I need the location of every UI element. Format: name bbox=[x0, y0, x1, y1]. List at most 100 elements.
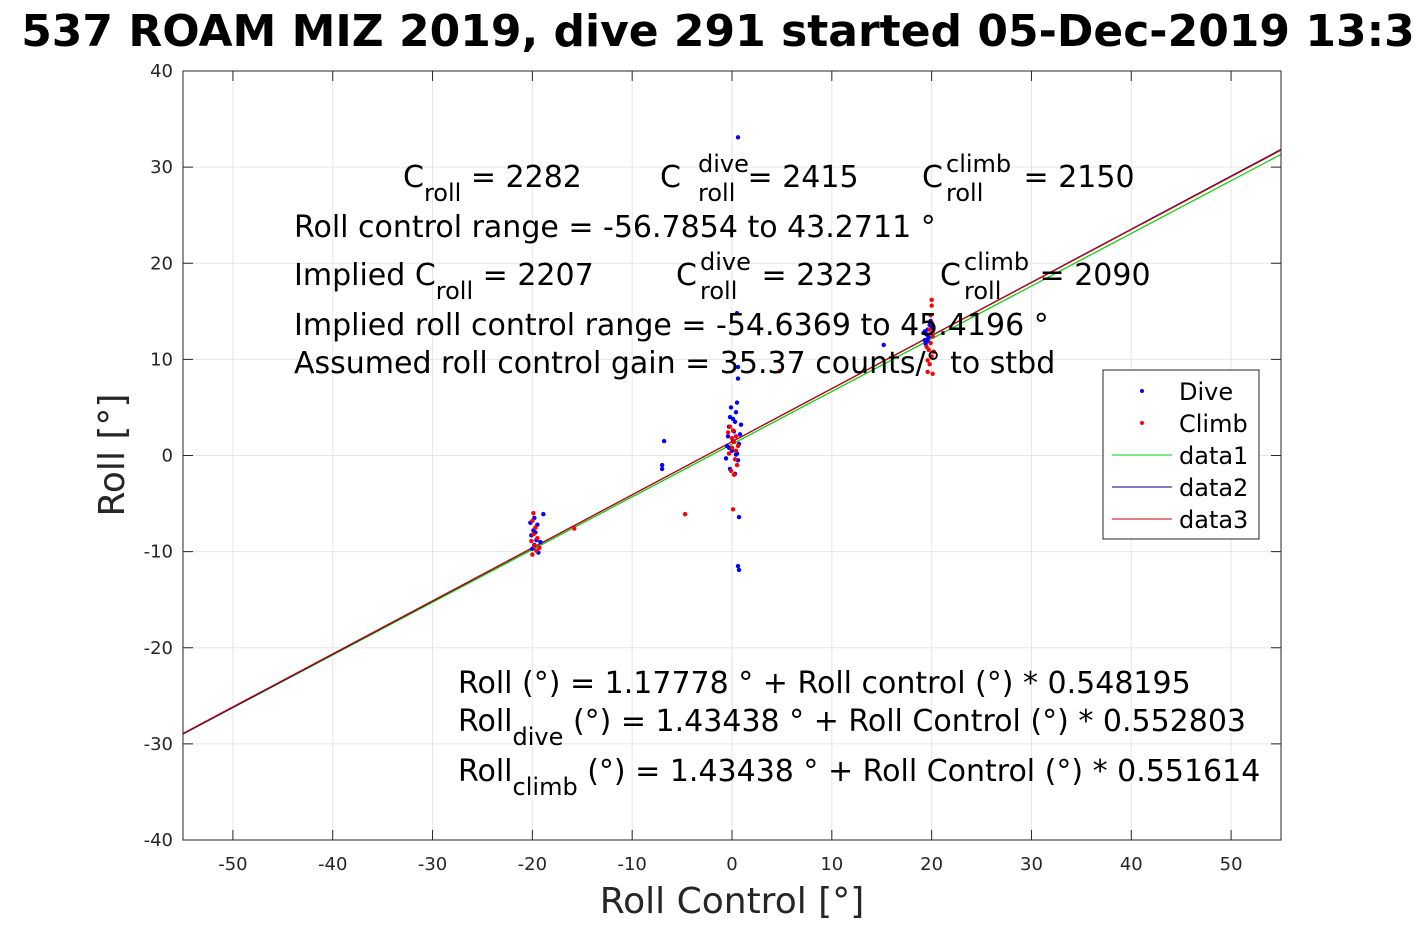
point-climb bbox=[534, 548, 539, 553]
point-climb bbox=[531, 532, 536, 537]
point-climb bbox=[727, 424, 733, 429]
point-climb bbox=[733, 448, 739, 453]
point-climb bbox=[733, 434, 739, 439]
point-dive bbox=[735, 563, 741, 569]
annotation-fit-dive: Rolldive (°) = 1.43438 ° + Roll Control … bbox=[458, 704, 1246, 751]
point-climb bbox=[735, 443, 741, 449]
point-dive bbox=[723, 456, 729, 461]
point-climb bbox=[535, 535, 540, 541]
x-tick-label: -20 bbox=[518, 854, 547, 875]
point-climb bbox=[725, 430, 731, 435]
chart-title: 537 ROAM MIZ 2019, dive 291 started 05-D… bbox=[21, 6, 1415, 57]
point-climb bbox=[682, 511, 688, 517]
point-climb bbox=[927, 327, 932, 332]
point-dive bbox=[735, 376, 741, 381]
point-climb bbox=[533, 525, 538, 530]
point-climb bbox=[927, 361, 932, 367]
legend-marker-dive bbox=[1140, 389, 1144, 393]
x-axis-label: Roll Control [°] bbox=[600, 881, 865, 922]
point-climb bbox=[925, 369, 930, 375]
point-climb bbox=[930, 334, 935, 339]
annotation-fit-all: Roll (°) = 1.17778 ° + Roll control (°) … bbox=[458, 666, 1191, 701]
legend-marker-climb bbox=[1140, 421, 1144, 425]
point-climb bbox=[530, 552, 535, 557]
x-tick-label: -10 bbox=[617, 854, 646, 875]
point-climb bbox=[730, 507, 736, 512]
point-climb bbox=[734, 462, 740, 468]
point-climb bbox=[728, 468, 734, 474]
point-climb bbox=[532, 543, 537, 549]
point-climb bbox=[729, 435, 735, 441]
point-climb bbox=[929, 354, 934, 359]
y-tick-label: 0 bbox=[162, 446, 173, 467]
scatter-points bbox=[528, 135, 936, 573]
point-climb bbox=[731, 472, 737, 477]
annotation-assumed-gain: Assumed roll control gain = 35.37 counts… bbox=[294, 346, 1055, 381]
y-axis-label: Roll [°] bbox=[92, 394, 133, 517]
point-dive bbox=[736, 514, 742, 520]
point-dive bbox=[735, 364, 741, 370]
point-climb bbox=[531, 510, 536, 516]
legend-label-data3: data3 bbox=[1179, 506, 1248, 534]
annotation-implied-range: Implied roll control range = -54.6369 to… bbox=[294, 308, 1049, 343]
point-climb bbox=[726, 451, 732, 456]
legend-label-dive: Dive bbox=[1179, 378, 1233, 406]
point-climb bbox=[929, 320, 934, 326]
x-tick-label: 30 bbox=[1020, 854, 1043, 875]
x-tick-label: 0 bbox=[726, 854, 737, 875]
point-dive bbox=[659, 462, 665, 468]
point-dive bbox=[734, 400, 740, 405]
y-tick-label: 10 bbox=[150, 349, 173, 370]
annotation-implied-c-roll: Implied Croll = 2207 bbox=[294, 258, 594, 305]
point-dive bbox=[733, 452, 739, 457]
point-climb bbox=[732, 457, 738, 462]
x-tick-label: -50 bbox=[218, 854, 247, 875]
point-dive bbox=[738, 422, 744, 427]
point-dive bbox=[926, 335, 931, 340]
point-climb bbox=[731, 439, 737, 445]
point-dive bbox=[661, 438, 667, 444]
point-climb bbox=[928, 340, 933, 346]
legend-label-data2: data2 bbox=[1179, 474, 1248, 502]
legend-label-climb: Climb bbox=[1179, 410, 1248, 438]
point-climb bbox=[929, 297, 934, 302]
point-dive bbox=[881, 342, 886, 348]
point-climb bbox=[730, 428, 736, 433]
legend: Dive Climb data1 data2 data3 bbox=[1102, 369, 1260, 540]
x-tick-label: 20 bbox=[920, 854, 943, 875]
point-climb bbox=[929, 303, 934, 308]
point-climb bbox=[928, 312, 933, 318]
y-tick-label: -10 bbox=[144, 542, 173, 563]
y-tick-label: 20 bbox=[150, 253, 173, 274]
point-dive bbox=[737, 432, 743, 437]
point-climb bbox=[729, 445, 735, 451]
y-tick-label: -20 bbox=[144, 638, 173, 659]
annotation-roll-control-range: Roll control range = -56.7854 to 43.2711… bbox=[294, 210, 936, 245]
x-tick-label: -40 bbox=[318, 854, 347, 875]
point-climb bbox=[925, 358, 930, 363]
point-climb bbox=[537, 545, 542, 550]
point-dive bbox=[541, 511, 546, 517]
point-dive bbox=[725, 434, 731, 439]
point-dive bbox=[734, 311, 740, 316]
axis-ticks: -50 -40 -30 -20 -10 0 10 20 30 40 50 -40 -30 -20 -10 0 1… bbox=[144, 61, 1281, 875]
x-tick-label: 50 bbox=[1220, 854, 1243, 875]
point-climb bbox=[924, 344, 929, 350]
x-tick-label: -30 bbox=[418, 854, 447, 875]
fit-line-data1 bbox=[182, 153, 1282, 735]
point-dive bbox=[733, 410, 739, 415]
y-tick-label: 30 bbox=[150, 157, 173, 178]
x-tick-label: 10 bbox=[820, 854, 843, 875]
point-dive bbox=[659, 466, 665, 472]
point-dive bbox=[728, 405, 734, 410]
point-climb bbox=[931, 349, 936, 354]
point-dive bbox=[735, 135, 741, 140]
point-climb bbox=[930, 371, 935, 376]
annotation-fit-climb: Rollclimb (°) = 1.43438 ° + Roll Control… bbox=[458, 754, 1260, 801]
annotation-c-roll: Croll = 2282 bbox=[403, 160, 582, 207]
